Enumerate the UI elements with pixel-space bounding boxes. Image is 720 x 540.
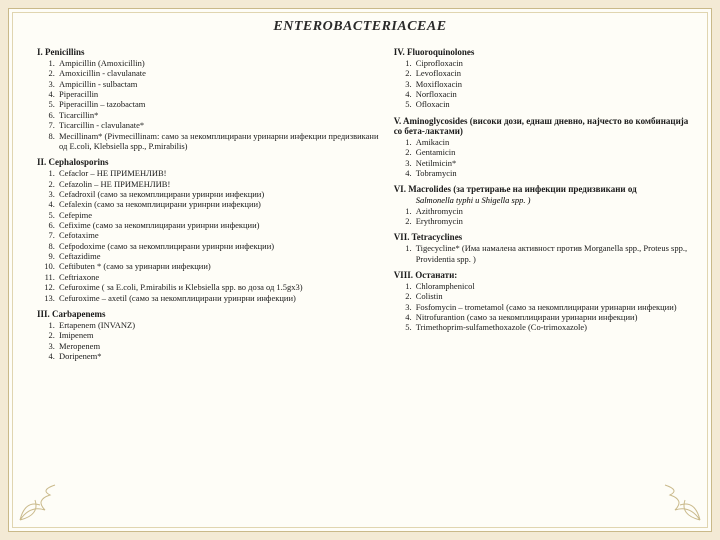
list-cephalosporins: Cefaclor – НЕ ПРИМЕНЛИВ! Cefazolin – НЕ …: [37, 168, 384, 303]
list-item: Erythromycin: [414, 216, 689, 226]
section-head-tetracyclines: VII. Tetracyclines: [394, 232, 689, 242]
list-item: Mecillinam* (Pivmecillinam: само за неко…: [57, 131, 384, 152]
list-item: Levofloxacin: [414, 68, 689, 78]
list-item: Cefixime (само за некомплицирани уринрни…: [57, 220, 384, 230]
list-item: Nitrofurantion (само за некомплицирани у…: [414, 312, 689, 322]
list-item: Tigecycline* (Има намалена активност про…: [414, 243, 689, 264]
list-aminoglycosides: Amikacin Gentamicin Netilmicin* Tobramyc…: [394, 137, 689, 178]
list-tetracyclines: Tigecycline* (Има намалена активност про…: [394, 243, 689, 264]
macrolides-note: Salmonella typhi и Shigella spp. ): [394, 195, 689, 205]
list-item: Cefotaxime: [57, 230, 384, 240]
list-item: Colistin: [414, 291, 689, 301]
list-item: Amoxicillin - clavulanate: [57, 68, 384, 78]
list-item: Amikacin: [414, 137, 689, 147]
section-head-fluoroquinolones: IV. Fluoroquinolones: [394, 47, 689, 57]
right-column: IV. Fluoroquinolones Ciprofloxacin Levof…: [394, 41, 689, 361]
list-item: Chloramphenicol: [414, 281, 689, 291]
outer-frame: ENTEROBACTERIACEAE I. Penicillins Ampici…: [8, 8, 712, 532]
list-penicillins: Ampicillin (Amoxicillin) Amoxicillin - c…: [37, 58, 384, 151]
list-item: Ciprofloxacin: [414, 58, 689, 68]
list-item: Moxifloxacin: [414, 79, 689, 89]
list-fluoroquinolones: Ciprofloxacin Levofloxacin Moxifloxacin …: [394, 58, 689, 110]
list-item: Meropenem: [57, 341, 384, 351]
list-item: Cefalexin (само за некомплицирани уринрн…: [57, 199, 384, 209]
list-others: Chloramphenicol Colistin Fosfomycin – tr…: [394, 281, 689, 333]
list-item: Fosfomycin – trometamol (само за некомпл…: [414, 302, 689, 312]
columns: I. Penicillins Ampicillin (Amoxicillin) …: [13, 39, 707, 361]
section-head-cephalosporins: II. Cephalosporins: [37, 157, 384, 167]
page-title: ENTEROBACTERIACEAE: [13, 13, 707, 39]
list-item: Cefuroxime ( за E.coli, P.mirabilis и Kl…: [57, 282, 384, 292]
list-item: Ticarcillin - clavulanate*: [57, 120, 384, 130]
left-column: I. Penicillins Ampicillin (Amoxicillin) …: [37, 41, 384, 361]
list-item: Cefadroxil (само за некомплицирани уринр…: [57, 189, 384, 199]
list-item: Norfloxacin: [414, 89, 689, 99]
list-item: Cefaclor – НЕ ПРИМЕНЛИВ!: [57, 168, 384, 178]
list-item: Piperacillin – tazobactam: [57, 99, 384, 109]
section-head-aminoglycosides: V. Aminoglycosides (високи дози, еднаш д…: [394, 116, 689, 136]
list-macrolides: Azithromycin Erythromycin: [394, 206, 689, 227]
list-item: Ampicillin (Amoxicillin): [57, 58, 384, 68]
list-item: Ticarcillin*: [57, 110, 384, 120]
list-item: Ertapenem (INVANZ): [57, 320, 384, 330]
list-item: Azithromycin: [414, 206, 689, 216]
section-head-others: VIII. Останати:: [394, 270, 689, 280]
list-item: Cefuroxime – axetil (само за некомплицир…: [57, 293, 384, 303]
inner-frame: ENTEROBACTERIACEAE I. Penicillins Ampici…: [12, 12, 708, 528]
list-item: Trimethoprim-sulfamethoxazole (Co-trimox…: [414, 322, 689, 332]
list-item: Netilmicin*: [414, 158, 689, 168]
list-item: Cefazolin – НЕ ПРИМЕНЛИВ!: [57, 179, 384, 189]
list-item: Tobramycin: [414, 168, 689, 178]
flourish-bottom-left-icon: [15, 455, 85, 525]
list-item: Ceftazidime: [57, 251, 384, 261]
list-item: Cefpodoxime (само за некомплицирани урин…: [57, 241, 384, 251]
list-item: Gentamicin: [414, 147, 689, 157]
list-carbapenems: Ertapenem (INVANZ) Imipenem Meropenem Do…: [37, 320, 384, 361]
list-item: Ampicillin - sulbactam: [57, 79, 384, 89]
section-head-carbapenems: III. Carbapenems: [37, 309, 384, 319]
section-head-penicillins: I. Penicillins: [37, 47, 384, 57]
list-item: Piperacillin: [57, 89, 384, 99]
list-item: Imipenem: [57, 330, 384, 340]
list-item: Cefepime: [57, 210, 384, 220]
list-item: Ceftriaxone: [57, 272, 384, 282]
list-item: Ceftibuten * (само за уринарни инфекции): [57, 261, 384, 271]
flourish-bottom-right-icon: [635, 455, 705, 525]
list-item: Ofloxacin: [414, 99, 689, 109]
section-head-macrolides: VI. Macrolides (за третирање на инфекции…: [394, 184, 689, 194]
list-item: Doripenem*: [57, 351, 384, 361]
